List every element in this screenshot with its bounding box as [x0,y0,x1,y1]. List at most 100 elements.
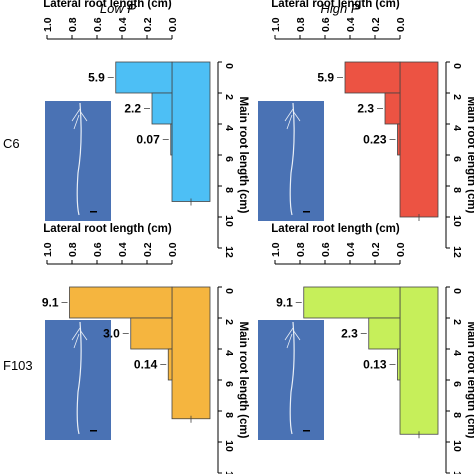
lateral-root-count-label: 0.07 [136,133,160,147]
main-tick-label: 8 [451,187,463,193]
lateral-tick-label: 0.8 [67,17,79,32]
main-tick-label: 6 [451,156,463,162]
panel-f103-low-p: 1.0 0.8 0.6 0.4 0.2 0.0 Lateral root length (c… [42,223,249,474]
lateral-tick-label: 0.0 [395,242,407,257]
panel-c6-low-p: 1.0 0.8 0.6 0.4 0.2 0.0 Lateral root length (c… [42,0,249,258]
column-title-high-p: High P [320,1,359,16]
lateral-root-traces [71,108,88,130]
lateral-tick-label: 1.0 [270,242,282,257]
lateral-tick-label: 0.6 [92,17,104,32]
main-tick-label: 2 [223,94,235,100]
main-tick-label: 8 [451,412,463,418]
main-tick-label: 10 [451,215,463,227]
main-tick-label: 4 [451,350,463,356]
scale-bar [303,430,310,432]
lateral-root-traces [284,327,301,349]
lateral-root-count-label: 5.9 [88,71,105,85]
lateral-root-bar [397,123,401,156]
main-tick-label: 8 [223,412,235,418]
lateral-tick-label: 0.4 [345,17,357,32]
lateral-tick-label: 0.0 [167,17,179,32]
main-tick-label: 10 [223,215,235,227]
main-tick-label: 2 [223,319,235,325]
lateral-root-count-label: 9.1 [42,296,59,310]
main-root-trace [289,321,295,435]
lateral-root-bar [151,92,173,125]
lateral-tick-label: 1.0 [42,242,54,257]
lateral-root-count-label: 2.2 [124,102,141,116]
main-tick-label: 6 [451,381,463,387]
lateral-root-bar [69,286,173,319]
lateral-tick-label: 0.2 [370,17,382,32]
lateral-root-count-label: 2.3 [341,327,358,341]
lateral-tick-label: 0.2 [142,242,154,257]
photo-background [45,320,111,440]
main-tick-label: 6 [223,156,235,162]
seedling-photo-f103-high-p [258,320,324,440]
main-tick-label: 0 [223,288,235,294]
lateral-axis-title: Lateral root length (cm) [43,223,172,235]
main-root-bar [399,61,439,218]
scale-bar [303,211,310,213]
main-tick-label: 12 [451,246,463,258]
lateral-root-count-label: 0.13 [363,358,387,372]
main-tick-label: 4 [223,350,235,356]
lateral-root-bar [167,348,173,381]
lateral-root-count-label: 3.0 [103,327,120,341]
photo-background [258,320,324,440]
main-tick-label: 2 [451,319,463,325]
lateral-axis-title: Lateral root length (cm) [271,0,400,10]
main-tick-label: 12 [223,246,235,258]
main-root-trace [76,321,82,435]
scale-bar [90,211,97,213]
lateral-tick-label: 0.6 [92,242,104,257]
seedling-photo-c6-high-p [258,101,324,221]
lateral-tick-label: 0.8 [67,242,79,257]
main-tick-label: 0 [451,63,463,69]
lateral-root-traces [71,327,88,349]
main-axis-title: Main root length (cm) [465,322,474,439]
main-root-trace [289,102,295,216]
lateral-root-bar [344,61,401,94]
seedling-photo-c6-low-p [45,101,111,221]
lateral-tick-label: 0.6 [320,17,332,32]
column-title-low-p: Low P [100,1,136,16]
lateral-tick-label: 0.0 [167,242,179,257]
lateral-tick-label: 0.4 [117,17,129,32]
lateral-root-count-label: 2.3 [357,102,374,116]
lateral-root-bar [170,123,173,156]
row-label-c6: C6 [3,136,20,151]
main-axis-title: Main root length (cm) [237,97,249,214]
lateral-tick-label: 1.0 [270,17,282,32]
main-tick-label: 4 [223,125,235,131]
main-tick-label: 0 [223,63,235,69]
lateral-tick-label: 0.0 [395,17,407,32]
main-tick-label: 10 [451,440,463,452]
panel-c6-high-p: 1.0 0.8 0.6 0.4 0.2 0.0 Lateral root length (c… [258,0,474,258]
panel-f103-high-p: 1.0 0.8 0.6 0.4 0.2 0.0 Lateral root length (c… [258,223,474,474]
lateral-tick-label: 0.8 [295,242,307,257]
lateral-root-traces [284,108,301,130]
lateral-tick-label: 0.8 [295,17,307,32]
lateral-root-count-label: 9.1 [276,296,293,310]
panels: 1.0 0.8 0.6 0.4 0.2 0.0 Lateral root length (c… [42,0,474,474]
lateral-root-bar [368,317,401,350]
main-tick-label: 2 [451,94,463,100]
lateral-tick-label: 0.4 [345,242,357,257]
main-axis-title: Main root length (cm) [465,97,474,214]
lateral-tick-label: 0.2 [370,242,382,257]
main-tick-label: 10 [223,440,235,452]
seedling-photo-f103-low-p [45,320,111,440]
lateral-root-count-label: 0.23 [363,133,387,147]
main-root-bar [399,286,439,435]
main-tick-label: 12 [223,471,235,474]
photo-background [45,101,111,221]
main-tick-label: 12 [451,471,463,474]
main-root-bar [171,61,211,202]
lateral-root-bar [303,286,401,319]
lateral-root-bar [115,61,173,94]
lateral-tick-label: 0.6 [320,242,332,257]
main-tick-label: 8 [223,187,235,193]
lateral-tick-label: 0.2 [142,17,154,32]
